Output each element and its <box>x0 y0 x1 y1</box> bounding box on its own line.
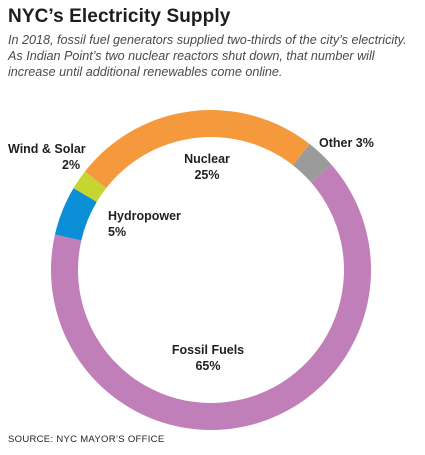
source-note: SOURCE: NYC MAYOR’S OFFICE <box>8 434 165 445</box>
label-hydropower-name: Hydropower <box>108 209 181 223</box>
slice-hydropower <box>54 188 97 241</box>
slice-nuclear <box>84 110 310 189</box>
label-wind-solar-name: Wind & Solar <box>8 142 86 156</box>
donut-slices <box>51 110 372 430</box>
chart-title: NYC’s Electricity Supply <box>8 6 231 27</box>
slice-other <box>292 143 332 183</box>
label-nuclear-name: Nuclear <box>184 152 230 166</box>
label-wind-solar-value: 2% <box>62 158 80 172</box>
chart-subtitle: In 2018, fossil fuel generators supplied… <box>8 33 407 79</box>
slice-wind-solar <box>73 171 107 202</box>
label-other: Other 3% <box>319 136 374 150</box>
slice-fossil-fuels <box>51 164 372 430</box>
label-fossil-value: 65% <box>195 359 220 373</box>
label-hydropower-value: 5% <box>108 225 126 239</box>
label-nuclear-value: 25% <box>194 168 219 182</box>
label-fossil-name: Fossil Fuels <box>172 343 244 357</box>
